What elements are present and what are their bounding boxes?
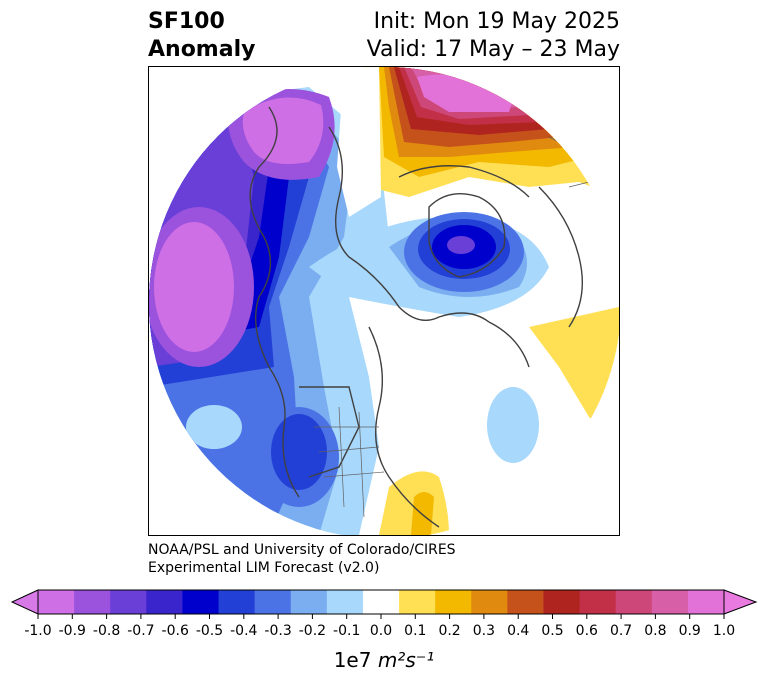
colorbar-tick-label: 0.4	[507, 623, 529, 639]
colorbar: -1.0 -0.9 -0.8 -0.7 -0.6 -0.5 -0.4 -0.3 -0.2 -0.1…	[10, 589, 758, 639]
title-variable: SF100	[148, 9, 225, 34]
init-date: Init: Mon 19 May 2025	[373, 9, 620, 34]
colorbar-tick-label: 0.8	[644, 623, 666, 639]
colorbar-band	[507, 590, 544, 614]
data-credit: NOAA/PSL and University of Colorado/CIRE…	[148, 541, 456, 577]
colorbar-band	[38, 590, 75, 614]
colorbar-band	[399, 590, 436, 614]
colorbar-tick-label: -0.4	[230, 623, 257, 639]
colorbar-tick-label: 0.5	[541, 623, 563, 639]
colorbar-band	[74, 590, 111, 614]
colorbar-tick-label: 0.7	[610, 623, 632, 639]
colorbar-tick-label: 0.2	[438, 623, 460, 639]
colorbar-band	[435, 590, 472, 614]
units-prefix: 1e7	[333, 648, 372, 672]
colorbar-tick-label: -0.8	[93, 623, 120, 639]
colorbar-band	[615, 590, 653, 614]
map-dates: Init: Mon 19 May 2025 Valid: 17 May – 23…	[367, 8, 620, 64]
anomaly-field	[149, 67, 619, 535]
colorbar-band	[471, 590, 508, 614]
colorbar-tick-label: -0.9	[59, 623, 86, 639]
colorbar-tick-label: -1.0	[24, 623, 51, 639]
map-title: SF100 Anomaly	[148, 8, 255, 64]
colorbar-band	[254, 590, 292, 614]
coastlines	[249, 106, 584, 528]
colorbar-tick-label: 0.3	[473, 623, 495, 639]
colorbar-band	[290, 590, 328, 614]
colorbar-tick-label: -0.1	[333, 623, 360, 639]
title-kind: Anomaly	[148, 37, 256, 62]
colorbar-band	[543, 590, 581, 614]
units-value: m²s⁻¹	[377, 648, 435, 672]
colorbar-band	[687, 590, 725, 614]
colorbar-tick-label: 0.0	[370, 623, 392, 639]
colorbar-band	[146, 590, 183, 614]
map-canvas	[149, 67, 619, 535]
colorbar-tick-label: -0.5	[196, 623, 223, 639]
colorbar-tick-label: 1.0	[713, 623, 735, 639]
colorbar-units: 1e7 m²s⁻¹	[0, 648, 768, 672]
colorbar-tick-label: -0.7	[127, 623, 154, 639]
polar-stereographic-map	[148, 66, 620, 536]
colorbar-tick-label: 0.9	[679, 623, 701, 639]
colorbar-extend-high	[723, 589, 758, 615]
colorbar-band	[326, 590, 364, 614]
colorbar-band	[110, 590, 147, 614]
colorbar-band	[651, 590, 689, 614]
valid-range: Valid: 17 May – 23 May	[366, 37, 620, 62]
colorbar-band	[218, 590, 256, 614]
colorbar-tick-label: -0.6	[162, 623, 189, 639]
colorbar-band	[362, 590, 400, 614]
credit-line1: NOAA/PSL and University of Colorado/CIRE…	[148, 542, 456, 558]
colorbar-extend-low	[10, 589, 39, 615]
colorbar-tick-label: 0.1	[404, 623, 426, 639]
colorbar-tick-label: -0.3	[264, 623, 291, 639]
colorbar-tick-label: -0.2	[299, 623, 326, 639]
colorbar-band	[579, 590, 617, 614]
colorbar-band	[182, 590, 220, 614]
credit-line2: Experimental LIM Forecast (v2.0)	[148, 560, 380, 576]
colorbar-tick-label: 0.6	[576, 623, 598, 639]
